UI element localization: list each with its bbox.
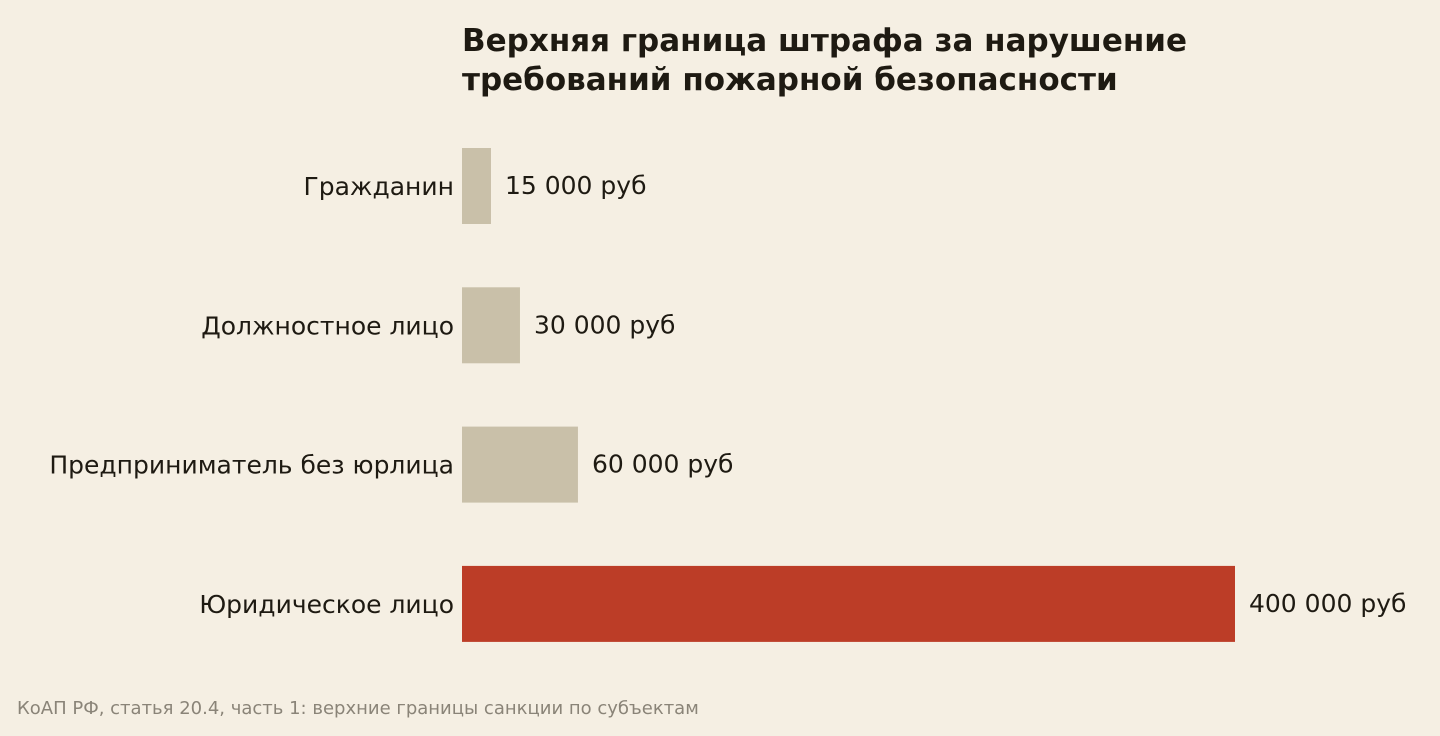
category-label-3: Юридическое лицо: [199, 590, 454, 619]
value-label-2: 60 000 руб: [592, 450, 734, 479]
category-label-0: Гражданин: [303, 172, 454, 201]
value-label-1: 30 000 руб: [534, 310, 676, 339]
source-note: КоАП РФ, статья 20.4, часть 1: верхние г…: [17, 698, 699, 719]
chart-title-line-2: требований пожарной безопасности: [462, 62, 1118, 98]
bar-3: [462, 565, 1235, 642]
bar-2: [462, 426, 578, 503]
bar-0: [462, 148, 491, 224]
category-label-2: Предприниматель без юрлица: [49, 451, 454, 480]
bar-1: [462, 287, 520, 364]
chart-title-line-1: Верхняя граница штрафа за нарушение: [462, 23, 1187, 59]
value-label-0: 15 000 руб: [505, 171, 647, 200]
bars-group: Гражданин 15 000 руб Должностное лицо 30 00…: [49, 148, 1406, 642]
value-label-3: 400 000 руб: [1249, 589, 1406, 618]
category-label-1: Должностное лицо: [201, 311, 454, 340]
